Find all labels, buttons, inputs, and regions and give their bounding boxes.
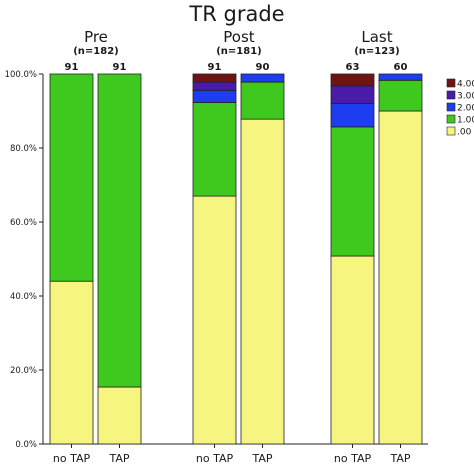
bar-segment xyxy=(192,81,237,91)
bar-count-label: 91 xyxy=(113,62,127,73)
bar-segment xyxy=(378,79,423,112)
bar-segment xyxy=(192,195,237,445)
bar-segment xyxy=(330,85,375,104)
x-category-label: TAP xyxy=(251,452,272,465)
x-category-label: no TAP xyxy=(334,452,372,465)
y-tick-label: 100.0% xyxy=(5,70,37,80)
bar-segment xyxy=(240,118,285,445)
bar-segment xyxy=(192,73,237,83)
bar-segment xyxy=(97,73,142,388)
legend-label: 4.00 xyxy=(457,80,474,90)
bar-segment xyxy=(49,280,94,445)
legend-label: 3.00 xyxy=(457,92,474,102)
bar-segment xyxy=(378,110,423,445)
y-tick-label: 20.0% xyxy=(10,366,37,376)
bar-segment xyxy=(192,89,237,103)
group-title: Post xyxy=(223,28,255,46)
legend-label: 2.00 xyxy=(457,104,474,114)
x-category-label: no TAP xyxy=(53,452,91,465)
bar-count-label: 63 xyxy=(346,62,360,73)
legend-swatch xyxy=(446,126,456,136)
y-tick-label: 80.0% xyxy=(10,144,37,154)
bar-count-label: 90 xyxy=(256,62,270,73)
y-tick-label: 0.0% xyxy=(15,440,37,450)
bar-segment xyxy=(192,102,237,197)
legend-label: 1.00 xyxy=(457,116,474,126)
bar-segment xyxy=(240,81,285,120)
group-n-label: (n=123) xyxy=(354,46,400,57)
legend-swatch xyxy=(446,78,456,88)
chart-title: TR grade xyxy=(188,2,284,26)
bar-count-label: 91 xyxy=(208,62,222,73)
chart-marks: 0.0% 20.0% 40.0% 60.0% 80.0% 100.0% Pre(n=182)… xyxy=(5,28,474,465)
bar-count-label: 60 xyxy=(394,62,408,73)
legend-swatch xyxy=(446,90,456,100)
bar-segment xyxy=(240,73,285,83)
bar-segment xyxy=(97,386,142,445)
x-category-label: TAP xyxy=(108,452,129,465)
group-n-label: (n=182) xyxy=(73,46,119,57)
y-tick-label: 40.0% xyxy=(10,292,37,302)
bar-segment xyxy=(330,73,375,87)
y-tick-label: 60.0% xyxy=(10,218,37,228)
bar-count-label: 91 xyxy=(65,62,79,73)
legend-label: .00 xyxy=(457,128,472,138)
bar-segment xyxy=(330,255,375,445)
x-category-label: TAP xyxy=(389,452,410,465)
bar-segment xyxy=(330,103,375,128)
bar-segment xyxy=(330,126,375,257)
group-title: Last xyxy=(361,28,392,46)
bar-segment xyxy=(49,73,94,282)
group-title: Pre xyxy=(84,28,108,46)
legend-swatch xyxy=(446,114,456,124)
group-n-label: (n=181) xyxy=(216,46,262,57)
x-category-label: no TAP xyxy=(196,452,234,465)
legend-swatch xyxy=(446,102,456,112)
bar-segment xyxy=(378,73,423,81)
